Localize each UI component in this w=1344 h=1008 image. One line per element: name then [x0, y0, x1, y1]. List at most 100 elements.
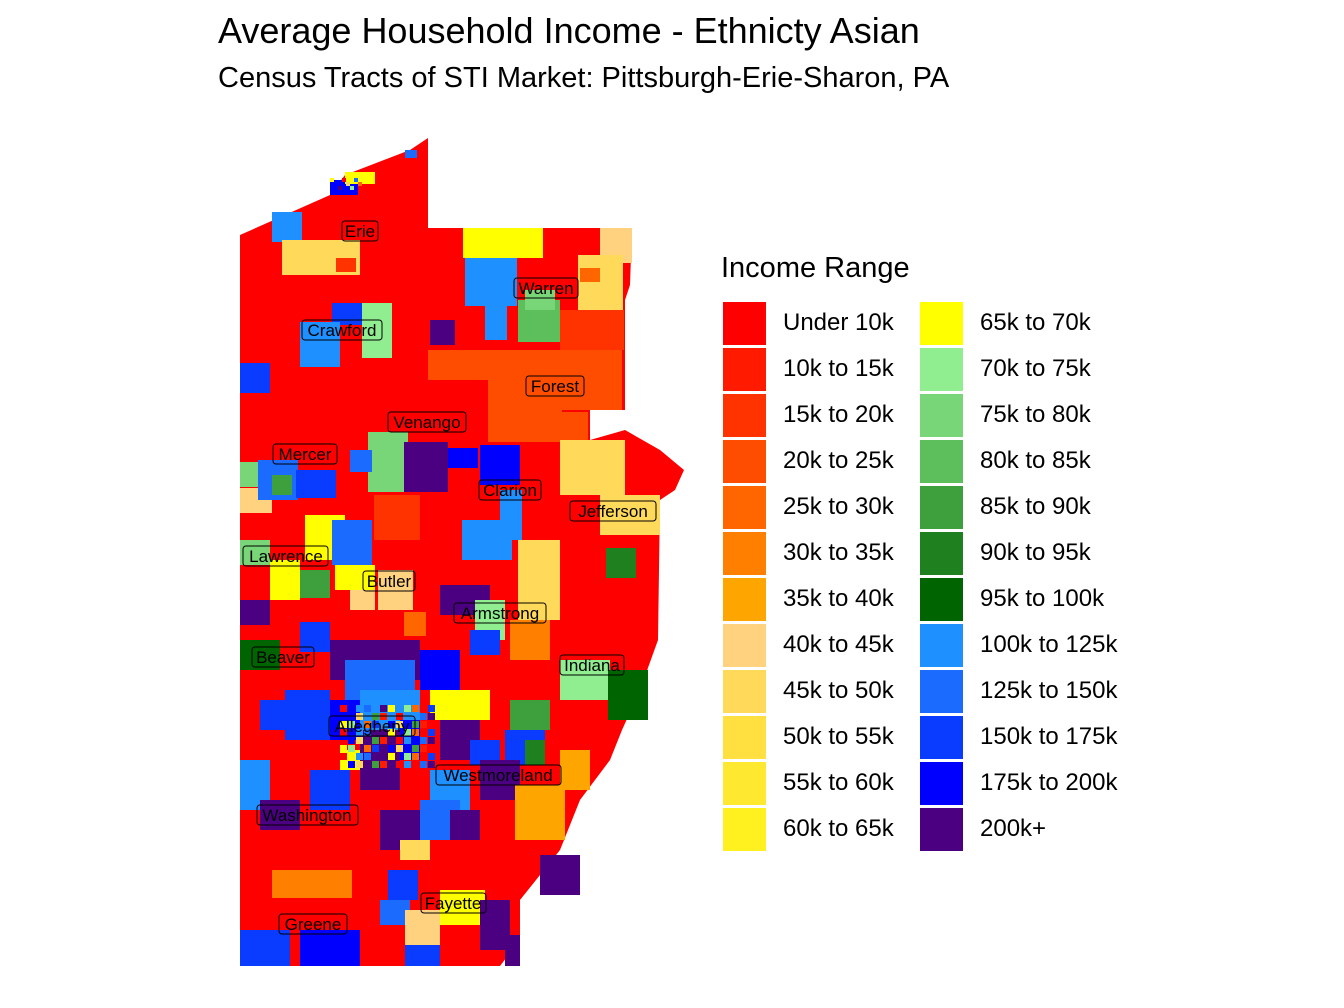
- census-tract: [332, 520, 372, 565]
- census-tract: [450, 810, 480, 840]
- legend-swatch: [920, 715, 963, 759]
- legend-item: 125k to 150k: [920, 668, 1117, 714]
- svg-text:Clarion: Clarion: [483, 481, 537, 500]
- legend-label: 60k to 65k: [783, 815, 894, 842]
- census-tract: [396, 721, 403, 728]
- census-tract: [340, 721, 347, 728]
- county-label-greene: Greene: [278, 913, 348, 935]
- svg-text:Indiana: Indiana: [564, 656, 620, 675]
- legend-label: 40k to 45k: [783, 631, 894, 658]
- legend-swatch: [723, 531, 766, 575]
- legend-swatch: [723, 715, 766, 759]
- census-tract: [270, 560, 300, 600]
- census-tract: [350, 186, 354, 190]
- county-label-lawrence: Lawrence: [242, 545, 329, 567]
- census-tract: [346, 182, 350, 186]
- census-tract: [510, 700, 550, 730]
- census-tract: [560, 310, 624, 350]
- county-label-erie: Erie: [341, 220, 379, 242]
- census-tract: [405, 150, 417, 158]
- svg-text:Erie: Erie: [345, 222, 375, 241]
- county-label-mercer: Mercer: [272, 443, 338, 465]
- svg-text:Westmoreland: Westmoreland: [443, 766, 552, 785]
- legend-label: 150k to 175k: [980, 723, 1118, 750]
- census-tract: [428, 350, 488, 380]
- svg-text:Venango: Venango: [393, 413, 460, 432]
- census-tract: [372, 745, 379, 752]
- census-tract: [348, 721, 355, 728]
- census-tract: [428, 729, 435, 736]
- legend-label: 125k to 150k: [980, 677, 1118, 704]
- census-tract: [272, 475, 292, 495]
- legend-item: 95k to 100k: [920, 576, 1117, 622]
- census-tract: [405, 945, 440, 966]
- census-tract: [342, 178, 346, 182]
- census-tract: [240, 462, 258, 487]
- census-tract: [600, 495, 660, 535]
- census-tracts: [240, 150, 660, 966]
- census-tract: [562, 350, 622, 410]
- census-tract: [348, 761, 355, 768]
- census-tract: [404, 442, 448, 492]
- legend-item: 70k to 75k: [920, 346, 1117, 392]
- legend-item: 175k to 200k: [920, 760, 1117, 806]
- census-tract: [300, 570, 330, 598]
- legend-item: 150k to 175k: [920, 714, 1117, 760]
- svg-text:Allegheny: Allegheny: [335, 717, 410, 736]
- census-tract: [396, 761, 403, 768]
- census-tract: [396, 745, 403, 752]
- census-tract: [380, 761, 387, 768]
- legend-label: 75k to 80k: [980, 401, 1091, 428]
- legend-column-right: 65k to 70k 70k to 75k 75k to 80k 80k to 85k…: [920, 300, 1117, 852]
- census-tract: [578, 255, 623, 310]
- county-label-indiana: Indiana: [559, 654, 625, 676]
- svg-text:Forest: Forest: [531, 377, 579, 396]
- census-tract: [338, 186, 342, 190]
- census-tract: [470, 630, 500, 655]
- census-tract: [510, 620, 550, 660]
- legend-swatch: [723, 761, 766, 805]
- legend-label: Under 10k: [783, 309, 894, 336]
- census-tract: [560, 440, 625, 495]
- census-tract: [420, 721, 427, 728]
- legend-swatch: [920, 347, 963, 391]
- legend-swatch: [920, 485, 963, 529]
- county-label-westmoreland: Westmoreland: [435, 764, 562, 786]
- county-label-crawford: Crawford: [301, 319, 383, 341]
- county-label-fayette: Fayette: [420, 892, 487, 914]
- census-tract: [374, 495, 420, 540]
- legend-column-left: Under 10k 10k to 15k 15k to 20k 20k to 25k 2…: [723, 300, 894, 852]
- census-tract: [388, 753, 395, 760]
- legend-swatch: [723, 577, 766, 621]
- census-tract: [540, 855, 580, 895]
- census-tract: [420, 761, 427, 768]
- svg-text:Beaver: Beaver: [256, 648, 310, 667]
- census-tract: [404, 705, 411, 712]
- census-tract: [350, 450, 372, 472]
- census-tract: [480, 445, 520, 485]
- county-label-clarion: Clarion: [478, 479, 542, 501]
- census-tract: [430, 690, 490, 720]
- legend-label: 30k to 35k: [783, 539, 894, 566]
- legend-item: 50k to 55k: [723, 714, 894, 760]
- legend-label: 10k to 15k: [783, 355, 894, 382]
- legend-label: 45k to 50k: [783, 677, 894, 704]
- legend-swatch: [920, 577, 963, 621]
- census-tract: [260, 700, 290, 730]
- census-tract: [272, 212, 302, 242]
- legend-swatch: [920, 807, 963, 851]
- census-tract: [606, 548, 636, 578]
- census-tract: [465, 258, 517, 306]
- census-tract: [364, 745, 371, 752]
- legend-item: 60k to 65k: [723, 806, 894, 852]
- census-tract: [372, 737, 379, 744]
- legend-item: 20k to 25k: [723, 438, 894, 484]
- legend-item: 30k to 35k: [723, 530, 894, 576]
- legend-label: 95k to 100k: [980, 585, 1105, 612]
- legend-swatch: [723, 485, 766, 529]
- svg-text:Washington: Washington: [262, 806, 351, 825]
- census-tract: [340, 745, 347, 752]
- census-tract: [488, 350, 562, 412]
- census-tract: [340, 729, 347, 736]
- legend-label: 80k to 85k: [980, 447, 1091, 474]
